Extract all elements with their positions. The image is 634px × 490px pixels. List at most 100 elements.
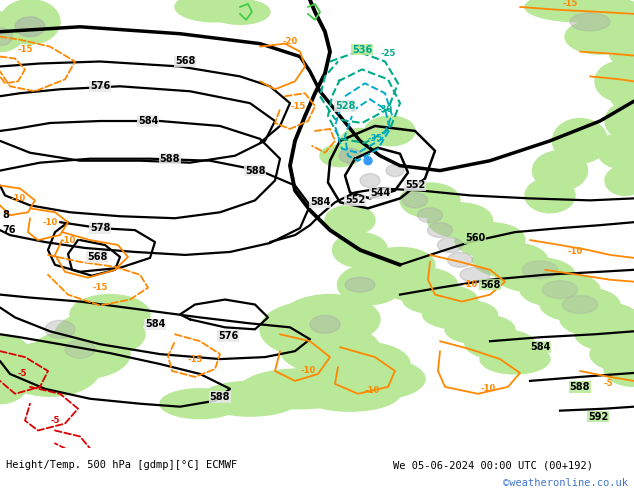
Ellipse shape	[70, 294, 150, 334]
Text: -5: -5	[603, 379, 612, 389]
Text: 552: 552	[345, 196, 365, 205]
Ellipse shape	[310, 316, 340, 333]
Text: 584: 584	[138, 116, 158, 126]
Ellipse shape	[533, 151, 588, 191]
Ellipse shape	[590, 337, 634, 371]
Ellipse shape	[605, 166, 634, 196]
Ellipse shape	[0, 12, 25, 51]
Ellipse shape	[339, 148, 361, 163]
Text: 568: 568	[480, 280, 500, 290]
Text: -5: -5	[17, 369, 27, 378]
Ellipse shape	[0, 0, 60, 44]
Ellipse shape	[437, 238, 462, 252]
Ellipse shape	[560, 302, 634, 337]
Ellipse shape	[525, 0, 634, 22]
Text: We 05-06-2024 00:00 UTC (00+192): We 05-06-2024 00:00 UTC (00+192)	[393, 460, 593, 470]
Text: -10: -10	[481, 384, 496, 393]
Ellipse shape	[260, 302, 360, 357]
Text: -10: -10	[365, 386, 380, 395]
Ellipse shape	[365, 247, 435, 282]
Ellipse shape	[455, 222, 525, 257]
Ellipse shape	[427, 203, 493, 238]
Ellipse shape	[609, 69, 634, 114]
Ellipse shape	[332, 233, 387, 268]
Text: -15: -15	[187, 355, 203, 364]
Ellipse shape	[562, 295, 597, 314]
Ellipse shape	[418, 208, 443, 222]
Ellipse shape	[0, 334, 30, 374]
Ellipse shape	[210, 0, 270, 24]
Circle shape	[364, 157, 372, 165]
Text: 8: 8	[2, 210, 9, 220]
Ellipse shape	[30, 329, 130, 379]
Ellipse shape	[445, 315, 515, 344]
Text: -15: -15	[290, 101, 306, 111]
Text: -20: -20	[282, 37, 297, 46]
Ellipse shape	[605, 104, 634, 138]
Ellipse shape	[460, 268, 490, 282]
Text: 552: 552	[405, 180, 425, 191]
Text: -10: -10	[10, 194, 25, 203]
Text: 592: 592	[588, 412, 608, 421]
Ellipse shape	[0, 28, 13, 46]
Ellipse shape	[543, 281, 578, 298]
Text: 568: 568	[175, 56, 195, 67]
Text: 588: 588	[160, 154, 180, 164]
Ellipse shape	[597, 133, 634, 168]
Text: 544: 544	[370, 189, 390, 198]
Ellipse shape	[565, 19, 634, 54]
Ellipse shape	[65, 340, 95, 358]
Ellipse shape	[448, 252, 472, 268]
Ellipse shape	[465, 329, 535, 359]
Text: Height/Temp. 500 hPa [gdmp][°C] ECMWF: Height/Temp. 500 hPa [gdmp][°C] ECMWF	[6, 460, 238, 470]
Ellipse shape	[427, 222, 453, 238]
Ellipse shape	[614, 116, 634, 156]
Text: 576: 576	[218, 331, 238, 341]
Ellipse shape	[403, 285, 477, 315]
Ellipse shape	[614, 144, 634, 178]
Ellipse shape	[310, 342, 410, 386]
Ellipse shape	[337, 265, 403, 304]
Text: -10: -10	[42, 218, 58, 227]
Ellipse shape	[300, 376, 400, 411]
Text: -10: -10	[567, 247, 583, 256]
Ellipse shape	[604, 2, 634, 42]
Text: -15: -15	[93, 283, 108, 292]
Ellipse shape	[403, 193, 427, 208]
Text: 588: 588	[210, 392, 230, 402]
Text: ©weatheronline.co.uk: ©weatheronline.co.uk	[503, 478, 628, 488]
Ellipse shape	[325, 205, 375, 235]
Ellipse shape	[480, 344, 550, 374]
Text: 576: 576	[90, 81, 110, 91]
Ellipse shape	[382, 268, 458, 302]
Ellipse shape	[45, 320, 75, 338]
Text: 578: 578	[90, 223, 110, 233]
Ellipse shape	[525, 178, 575, 213]
Text: 528: 528	[335, 101, 355, 111]
Ellipse shape	[552, 119, 607, 163]
Ellipse shape	[540, 287, 620, 322]
Ellipse shape	[570, 13, 610, 31]
Ellipse shape	[280, 324, 380, 374]
Ellipse shape	[335, 359, 425, 399]
Ellipse shape	[340, 128, 380, 153]
Ellipse shape	[55, 312, 145, 357]
Ellipse shape	[422, 299, 498, 329]
Ellipse shape	[472, 243, 548, 277]
Text: 536: 536	[352, 45, 372, 54]
Text: -15: -15	[17, 45, 33, 54]
Text: -25: -25	[380, 49, 396, 58]
Ellipse shape	[320, 145, 360, 167]
Text: 568: 568	[87, 252, 107, 262]
Ellipse shape	[386, 165, 404, 176]
Ellipse shape	[522, 261, 557, 279]
Ellipse shape	[345, 277, 375, 292]
Ellipse shape	[200, 381, 300, 416]
Ellipse shape	[520, 272, 600, 307]
Ellipse shape	[365, 116, 415, 146]
Text: 588: 588	[570, 382, 590, 392]
Ellipse shape	[609, 34, 634, 69]
Ellipse shape	[240, 369, 360, 409]
Ellipse shape	[175, 0, 255, 22]
Text: -35: -35	[367, 134, 383, 144]
